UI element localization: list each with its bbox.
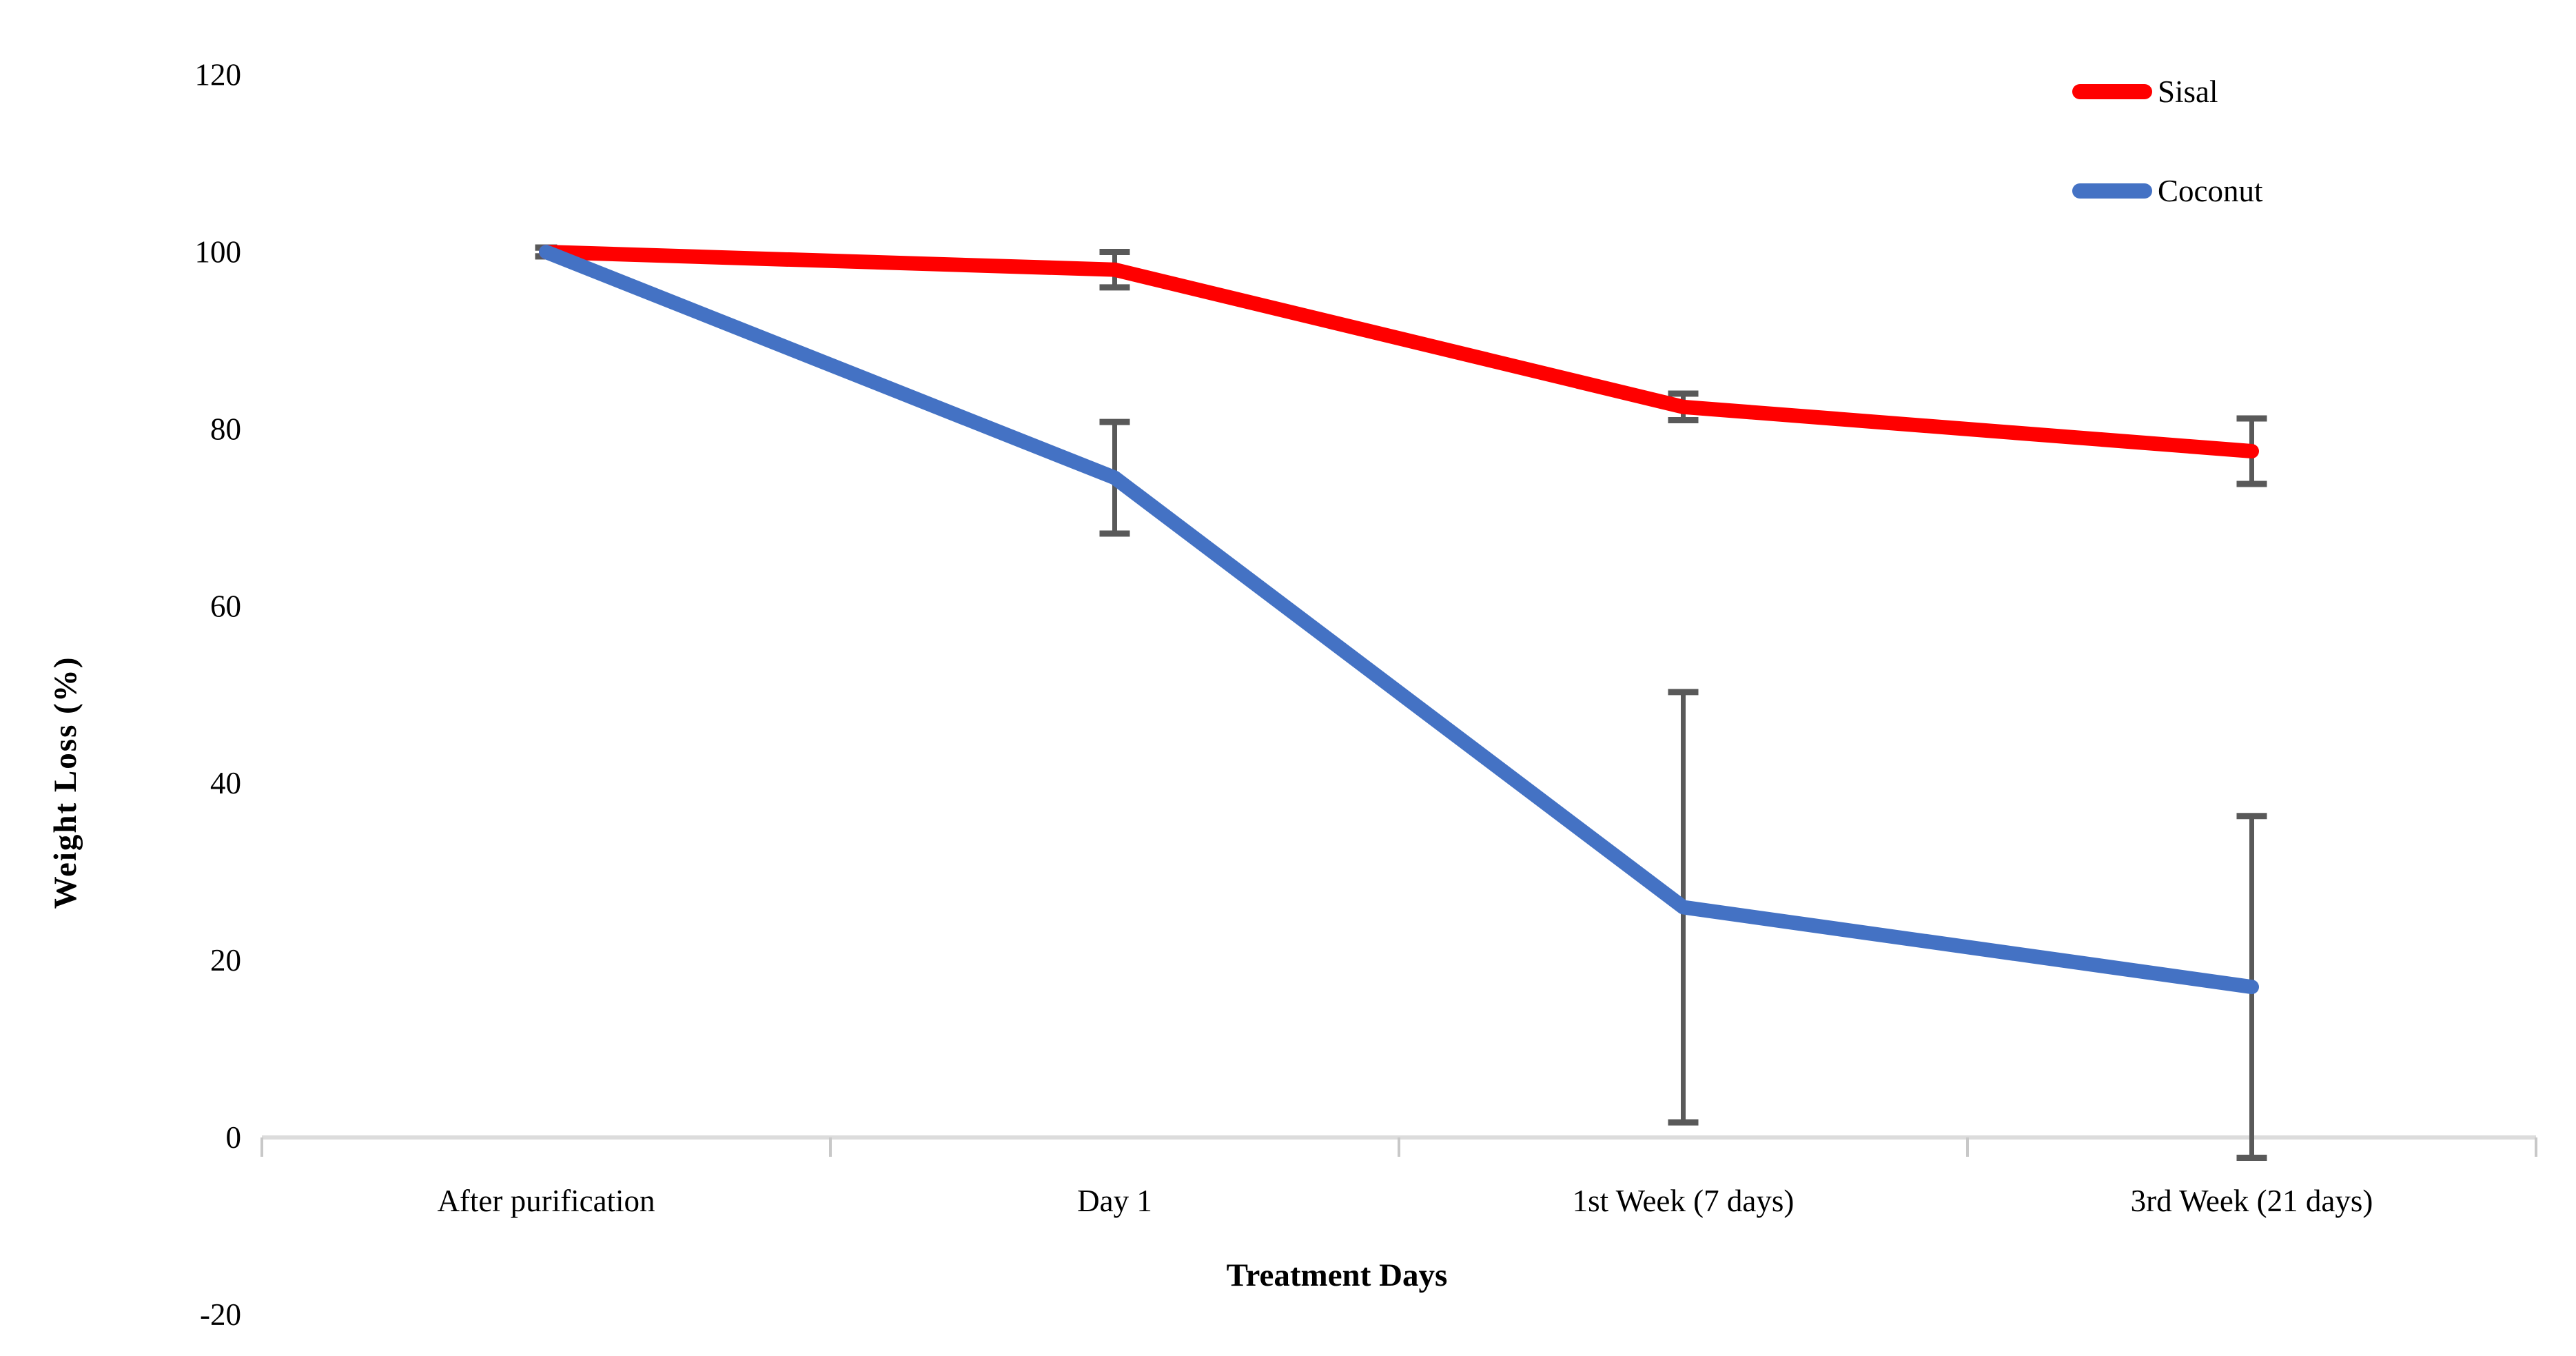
y-tick-label: 80 [210, 412, 241, 446]
y-axis-title: Weight Loss (%) [48, 656, 83, 909]
coconut-line-swatch [2072, 183, 2152, 199]
sisal-line-swatch [2072, 84, 2152, 99]
y-tick-label: -20 [200, 1297, 241, 1332]
legend: Sisal Coconut [2072, 74, 2263, 208]
legend-item-sisal: Sisal [2072, 74, 2263, 109]
legend-item-coconut: Coconut [2072, 174, 2263, 208]
x-category-label: 3rd Week (21 days) [2131, 1184, 2373, 1218]
x-category-label: 1st Week (7 days) [1573, 1184, 1795, 1218]
y-tick-label: 100 [195, 235, 242, 270]
legend-label-coconut: Coconut [2158, 174, 2263, 208]
x-category-label: Day 1 [1077, 1184, 1152, 1218]
y-tick-label: 0 [226, 1120, 242, 1155]
legend-label-sisal: Sisal [2158, 74, 2218, 109]
series-line-sisal [539, 245, 2259, 459]
x-axis-title: Treatment Days [1226, 1257, 1448, 1293]
series-line-coconut [539, 245, 2259, 995]
y-tick-label: 120 [195, 58, 242, 92]
y-tick-label: 40 [210, 766, 241, 800]
x-category-label: After purification [437, 1184, 655, 1218]
y-tick-label: 20 [210, 943, 241, 978]
y-tick-label: 60 [210, 589, 241, 623]
